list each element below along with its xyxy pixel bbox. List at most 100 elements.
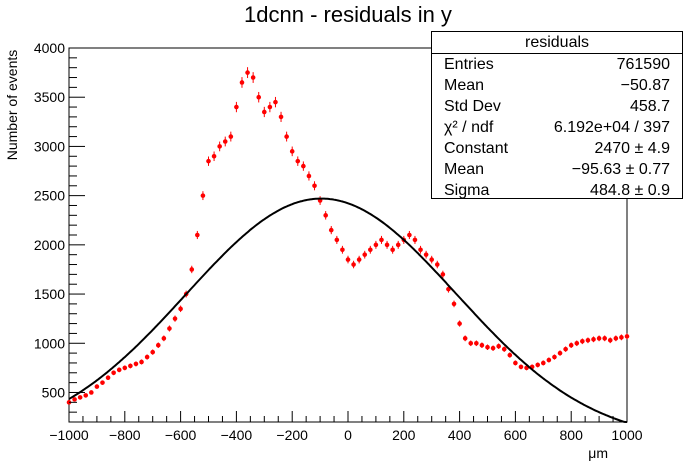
data-point xyxy=(100,380,105,385)
data-point xyxy=(434,260,440,269)
data-point xyxy=(328,225,334,235)
data-point xyxy=(172,315,178,322)
data-point xyxy=(384,240,390,249)
data-point xyxy=(295,156,301,166)
data-point xyxy=(574,340,580,347)
data-point xyxy=(122,365,128,371)
y-tick-label: 3500 xyxy=(34,89,65,105)
data-point xyxy=(245,67,250,79)
data-point xyxy=(440,270,446,279)
data-point xyxy=(178,305,183,313)
data-point xyxy=(596,335,602,342)
data-point xyxy=(150,349,155,355)
data-point xyxy=(195,230,200,240)
data-point xyxy=(250,72,256,83)
data-point xyxy=(83,393,89,398)
data-point xyxy=(256,91,262,103)
data-point xyxy=(485,344,490,350)
data-point xyxy=(490,345,496,351)
data-point xyxy=(161,335,167,342)
data-point xyxy=(457,320,462,327)
stats-row-key: Constant xyxy=(444,140,509,157)
data-point xyxy=(624,333,630,340)
data-point xyxy=(317,196,323,205)
x-tick-label: −200 xyxy=(276,427,308,443)
data-point xyxy=(468,340,474,347)
data-point xyxy=(189,265,195,274)
data-point xyxy=(557,350,563,356)
stats-row-value: 2470 ± 4.9 xyxy=(594,140,670,157)
data-point xyxy=(222,136,228,147)
stats-row-value: 6.192e+04 / 397 xyxy=(553,119,670,136)
stats-row: Mean −50.87 xyxy=(432,75,682,96)
data-point xyxy=(496,343,501,349)
data-point xyxy=(501,346,507,352)
data-point xyxy=(412,235,418,244)
data-point xyxy=(323,211,328,220)
data-point xyxy=(306,171,312,181)
data-point xyxy=(206,156,211,166)
data-point xyxy=(585,337,591,344)
data-point xyxy=(568,342,574,349)
stats-row-key: χ² / ndf xyxy=(444,119,494,136)
data-point xyxy=(546,357,552,363)
stats-row-key: Std Dev xyxy=(444,98,501,115)
data-point xyxy=(479,342,485,349)
data-point xyxy=(289,146,295,157)
data-point xyxy=(94,384,100,389)
data-point xyxy=(373,240,379,249)
data-point xyxy=(407,230,412,240)
x-axis-label: μm xyxy=(588,445,608,461)
x-tick-label: 800 xyxy=(560,427,584,443)
data-point xyxy=(351,260,356,269)
stats-row-value: −95.63 ± 0.77 xyxy=(571,161,670,178)
y-tick-label: 2500 xyxy=(34,188,65,204)
data-point xyxy=(356,255,362,264)
data-point xyxy=(217,141,222,152)
stats-box-title: residuals xyxy=(432,32,682,54)
data-point xyxy=(552,354,557,360)
data-point xyxy=(613,335,619,342)
data-point xyxy=(340,245,345,254)
y-tick-label: 1000 xyxy=(34,335,65,351)
data-point xyxy=(139,359,144,365)
data-point xyxy=(144,354,150,360)
y-axis-label: Number of events xyxy=(4,50,20,161)
data-point xyxy=(345,255,351,264)
data-point xyxy=(77,395,83,400)
stats-row: Mean −95.63 ± 0.77 xyxy=(432,159,682,180)
data-point xyxy=(133,361,139,367)
data-point xyxy=(362,250,368,259)
data-point xyxy=(607,337,613,344)
data-point xyxy=(602,335,607,342)
data-point xyxy=(429,255,435,264)
x-tick-label: 200 xyxy=(392,427,416,443)
stats-row: χ² / ndf 6.192e+04 / 397 xyxy=(432,117,682,138)
data-point xyxy=(111,370,116,376)
data-point xyxy=(116,367,122,373)
stats-row-key: Mean xyxy=(444,161,485,178)
data-point xyxy=(301,161,306,171)
stats-row-value: 484.8 ± 0.9 xyxy=(590,182,670,199)
fit-curve xyxy=(68,197,627,423)
data-point xyxy=(262,106,267,118)
data-point xyxy=(368,245,373,254)
data-point xyxy=(580,338,585,345)
x-tick-label: 0 xyxy=(344,427,352,443)
data-point xyxy=(273,96,278,108)
data-point xyxy=(211,151,217,162)
data-point xyxy=(200,191,206,201)
data-point xyxy=(513,360,518,366)
y-tick-label: 2000 xyxy=(34,237,65,253)
data-point xyxy=(228,131,234,142)
y-tick-label: 500 xyxy=(42,384,66,400)
data-point xyxy=(535,362,541,368)
data-point xyxy=(239,77,245,88)
stats-row: Sigma 484.8 ± 0.9 xyxy=(432,180,682,201)
x-tick-label: −400 xyxy=(221,427,253,443)
data-point xyxy=(423,250,429,259)
data-point xyxy=(619,334,624,341)
x-tick-label: 400 xyxy=(448,427,472,443)
x-tick-label: −800 xyxy=(109,427,141,443)
